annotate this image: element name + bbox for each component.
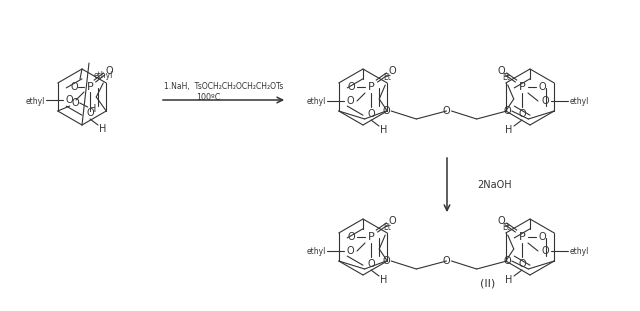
Text: O: O [105,66,113,76]
Text: O: O [388,66,396,76]
Text: O: O [518,109,526,119]
Text: ethyl: ethyl [570,247,589,256]
Text: Et: Et [502,73,509,82]
Text: O: O [497,66,505,76]
Text: P: P [367,82,374,92]
Text: 2NaOH: 2NaOH [477,180,511,190]
Text: ethyl: ethyl [93,72,113,81]
Text: H: H [506,275,513,285]
Text: O: O [70,82,78,92]
Text: O: O [347,82,355,92]
Text: O: O [346,96,354,106]
Text: O: O [388,216,396,226]
Text: (II): (II) [481,278,495,288]
Text: ethyl: ethyl [26,96,45,105]
Text: O: O [347,232,355,242]
Text: O: O [518,259,526,269]
Text: P: P [518,232,525,242]
Text: P: P [86,82,93,92]
Text: H: H [99,124,107,134]
Text: P: P [367,232,374,242]
Text: O: O [65,95,73,105]
Text: 100ºC: 100ºC [196,94,220,103]
Text: Et: Et [502,224,509,233]
Text: O: O [443,256,451,266]
Text: O: O [503,106,511,116]
Text: O: O [538,232,546,242]
Text: 1.NaH,  TsOCH₂CH₂OCH₂CH₂OTs: 1.NaH, TsOCH₂CH₂OCH₂CH₂OTs [164,82,284,91]
Text: O: O [367,109,375,119]
Text: O: O [541,96,549,106]
Text: O: O [367,259,375,269]
Text: H: H [506,125,513,135]
Text: O: O [538,82,546,92]
Text: O: O [72,98,79,108]
Text: Et: Et [383,224,391,233]
Text: ethyl: ethyl [307,96,326,105]
Text: O: O [86,108,94,118]
Text: H: H [89,104,97,114]
Text: Et: Et [383,73,391,82]
Text: O: O [382,256,390,266]
Text: O: O [443,106,451,116]
Text: O: O [346,246,354,256]
Text: H: H [380,125,388,135]
Text: H: H [380,275,388,285]
Text: O: O [541,246,549,256]
Text: ethyl: ethyl [570,96,589,105]
Text: P: P [518,82,525,92]
Text: O: O [503,256,511,266]
Text: O: O [497,216,505,226]
Text: O: O [382,106,390,116]
Text: ethyl: ethyl [307,247,326,256]
